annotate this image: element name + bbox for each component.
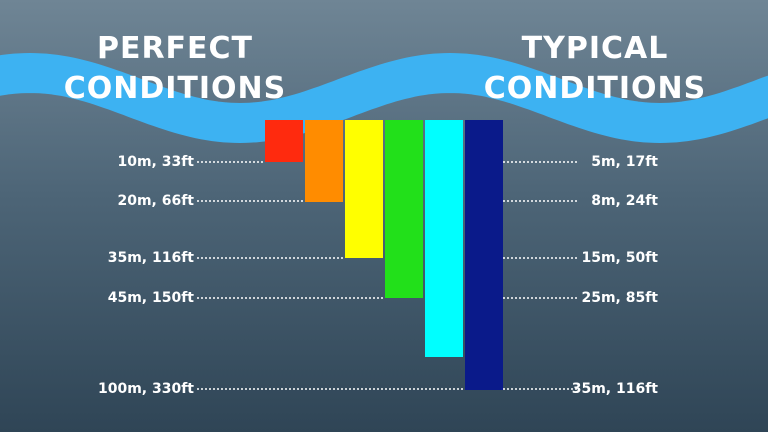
perfect-depth-label: 10m, 33ft [117, 154, 194, 170]
typical-depth-label: 35m, 116ft [572, 381, 659, 397]
perfect-depth-label: 45m, 150ft [108, 290, 195, 306]
orange-bar [305, 120, 343, 202]
left-title: CONDITIONS [64, 71, 287, 106]
perfect-depth-label: 20m, 66ft [117, 193, 194, 209]
typical-depth-label: 15m, 50ft [581, 250, 658, 266]
typical-depth-label: 25m, 85ft [581, 290, 658, 306]
color-bars [265, 120, 503, 390]
perfect-depth-label: 100m, 330ft [98, 381, 194, 397]
red-bar [265, 120, 303, 162]
typical-depth-label: 8m, 24ft [591, 193, 658, 209]
blue-bar [465, 120, 503, 390]
green-bar [385, 120, 423, 298]
left-title: PERFECT [97, 31, 253, 66]
typical-depth-label: 5m, 17ft [591, 154, 658, 170]
wave [0, 52, 768, 144]
right-title: CONDITIONS [484, 71, 707, 106]
cyan-bar [425, 120, 463, 357]
perfect-depth-label: 35m, 116ft [108, 250, 195, 266]
depth-rows: 10m, 33ft 5m, 17ft 20m, 66ft 8m, 24ft 35m, 1… [98, 154, 658, 397]
right-title: TYPICAL [522, 31, 669, 66]
yellow-bar [345, 120, 383, 258]
